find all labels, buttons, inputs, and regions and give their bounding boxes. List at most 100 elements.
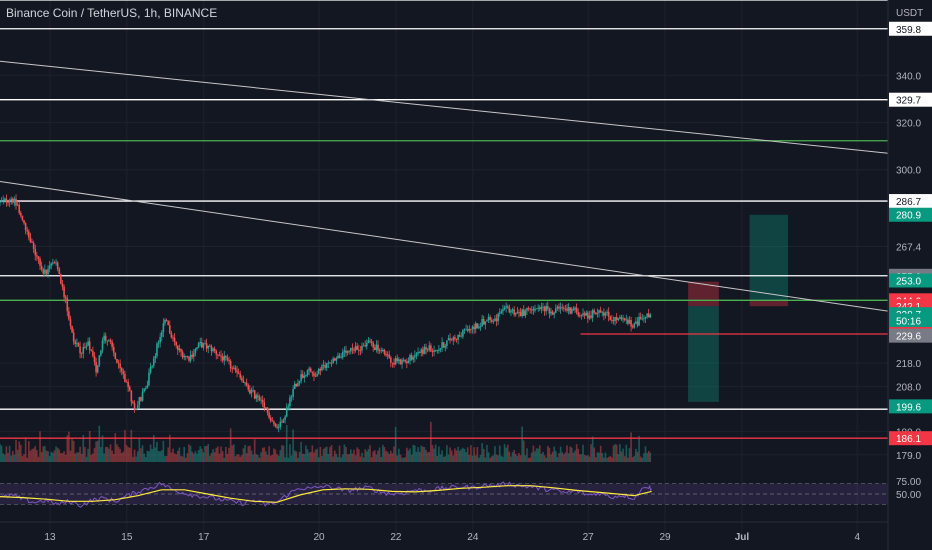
volume-bar: [127, 446, 129, 462]
candle-body: [514, 312, 517, 315]
candle-body: [127, 381, 129, 388]
price-badge: [889, 431, 932, 446]
volume-bar: [361, 452, 363, 462]
candle-body: [305, 374, 307, 376]
candle-body: [82, 347, 85, 354]
candle-body: [606, 311, 608, 313]
candle-body: [175, 341, 177, 346]
candle-body: [45, 269, 48, 275]
volume-bar: [409, 448, 411, 462]
candle-body: [92, 350, 94, 357]
volume-bar: [244, 444, 246, 462]
horizontal-levels[interactable]: [0, 0, 888, 439]
candle-body: [620, 317, 623, 320]
candle-body: [28, 231, 30, 238]
candle-body: [567, 307, 570, 311]
candle-body: [463, 329, 466, 331]
candle-body: [301, 374, 304, 378]
volume-bar: [564, 452, 567, 462]
candle-body: [519, 312, 522, 317]
volume-bar: [157, 451, 160, 462]
volume-bar: [471, 455, 474, 462]
candle-body: [293, 383, 296, 390]
candle-body: [61, 283, 64, 287]
volume-bar: [209, 455, 211, 462]
volume-bar: [52, 452, 54, 462]
volume-bar: [231, 445, 234, 462]
volume-bar: [197, 450, 200, 462]
candle-body: [362, 345, 365, 347]
candle-body: [194, 348, 197, 354]
candle-body: [497, 313, 499, 322]
volume-bar: [599, 445, 602, 462]
candle-body: [438, 349, 440, 351]
volume-bar: [66, 435, 69, 462]
volume-bar: [563, 454, 565, 462]
level-badge: [889, 194, 932, 209]
candle-body: [412, 357, 415, 360]
position-tools[interactable]: [688, 214, 789, 402]
price-badge: [889, 273, 932, 288]
volume-bar: [623, 456, 626, 462]
volume-bar: [423, 447, 426, 462]
candle-body: [269, 417, 272, 421]
candle-body: [316, 373, 318, 377]
candle-body: [631, 326, 634, 328]
candle-body: [415, 353, 418, 356]
volume-bar: [510, 456, 512, 462]
volume-bar: [64, 454, 67, 462]
candle-body: [569, 307, 572, 314]
candle-body: [226, 357, 229, 360]
volume-bar: [88, 431, 91, 462]
candle-body: [146, 385, 149, 389]
volume-bar: [285, 425, 288, 462]
candle-body: [393, 362, 395, 365]
candle-body: [374, 347, 376, 351]
trendlines[interactable]: [0, 60, 889, 312]
volume-bar: [10, 455, 13, 462]
volume-bar: [396, 455, 399, 462]
candle-body: [458, 334, 461, 337]
candle-body: [223, 355, 226, 361]
volume-bar: [34, 446, 37, 462]
candle-body: [628, 320, 631, 324]
volume-bar: [337, 456, 339, 462]
volume-bar: [431, 445, 434, 462]
volume-bar: [492, 455, 495, 462]
volume-bar: [444, 456, 447, 462]
candle-body: [417, 352, 419, 354]
volume-bar: [132, 456, 134, 462]
candle-body: [103, 335, 105, 341]
time-tick-label: 17: [198, 532, 210, 543]
volume-bar: [567, 453, 570, 462]
volume-bar: [394, 426, 397, 462]
volume-bar: [369, 445, 371, 462]
candle-body: [231, 368, 234, 370]
volume-bar: [529, 457, 531, 462]
volume-bar: [457, 446, 459, 462]
time-axis[interactable]: 13 15 17 20 22 24 27 29 Jul 4: [0, 521, 888, 543]
candle-body: [353, 349, 355, 351]
candle-body: [530, 309, 533, 311]
volume-bar: [649, 452, 652, 462]
candle-body: [37, 256, 40, 260]
volume-bar: [442, 456, 445, 462]
candle-body: [511, 309, 514, 311]
candle-body: [503, 307, 506, 310]
candle-body: [388, 354, 391, 358]
candle-body: [36, 255, 38, 257]
time-tick-label: 13: [44, 532, 56, 543]
volume-bar: [338, 445, 341, 462]
volume-bar: [574, 450, 576, 462]
candle-body: [611, 319, 613, 321]
candle-body: [471, 326, 474, 330]
volume-bar: [226, 453, 229, 462]
candle-body: [80, 353, 83, 354]
trendline: [0, 181, 889, 312]
candle-body: [351, 348, 354, 350]
candle-body: [76, 343, 78, 345]
volume-bar: [590, 444, 592, 462]
volume-bar: [29, 450, 32, 462]
price-badge-label: 229.6: [896, 332, 921, 343]
